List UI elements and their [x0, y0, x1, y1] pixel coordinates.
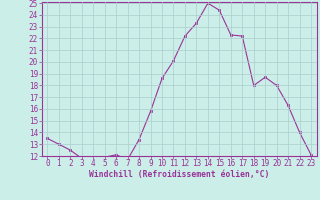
- X-axis label: Windchill (Refroidissement éolien,°C): Windchill (Refroidissement éolien,°C): [89, 170, 269, 179]
